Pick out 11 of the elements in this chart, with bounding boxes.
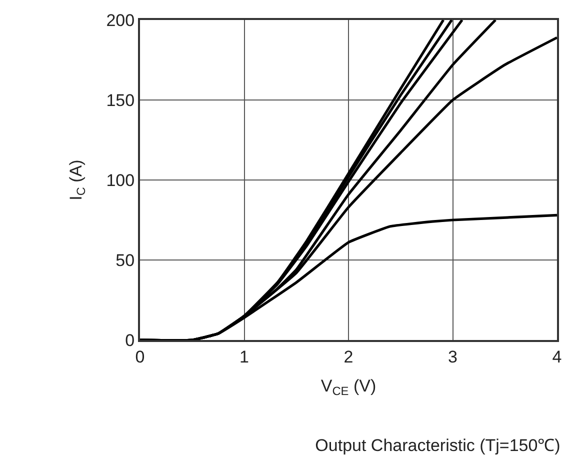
x-tick-label: 1 [240,347,249,366]
y-tick-label: 200 [106,10,135,30]
y-tick-label: 50 [116,250,135,270]
x-tick-label: 4 [552,347,562,366]
x-tick-label: 2 [344,347,354,366]
text: Output Characteristic (Tj=150℃) [315,436,560,456]
x-axis-title: V$_{CE}$ (V) [320,376,376,398]
y-tick-label: 150 [106,90,135,110]
y-tick-label: 0 [125,330,135,350]
y-tick-label: 100 [106,170,135,190]
x-tick-label: 3 [448,347,458,366]
